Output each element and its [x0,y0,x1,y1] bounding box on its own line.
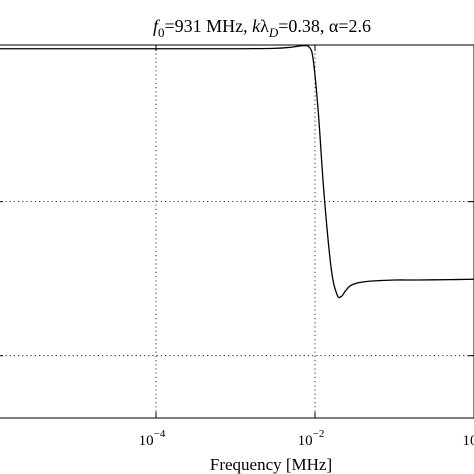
title-k-value: =0.38, [278,16,329,36]
x-tick-label-base: 10 [298,433,313,449]
title-f-symbol: f [153,16,161,36]
series-line [0,44,474,299]
x-tick-label-base: 10 [139,433,154,449]
x-tick-label-base: 10 [463,433,474,449]
x-tick-label-exp: −2 [313,428,325,440]
ticks [0,45,474,418]
title-f-value: =931 MHz, [164,16,252,36]
x-axis-label: Frequency [MHz] [210,455,332,474]
title-lambda: λ [260,16,269,36]
chart-title: f0=931 MHz, kλD=0.38, α=2.6 [153,16,371,40]
grid [0,45,474,418]
x-tick-label: 10 [463,433,474,449]
x-tick-label: 10−2 [298,428,325,449]
title-lambda-sub: D [268,25,279,40]
x-tick-label-exp: −4 [154,428,166,440]
x-tick-label: 10−4 [139,428,166,449]
tick-labels: 10−4 10−2 10 [139,428,474,449]
title-alpha: α=2.6 [329,16,371,36]
title-k-symbol: k [252,16,261,36]
title-f-sub: 0 [158,25,165,40]
plot-frame [0,44,474,419]
